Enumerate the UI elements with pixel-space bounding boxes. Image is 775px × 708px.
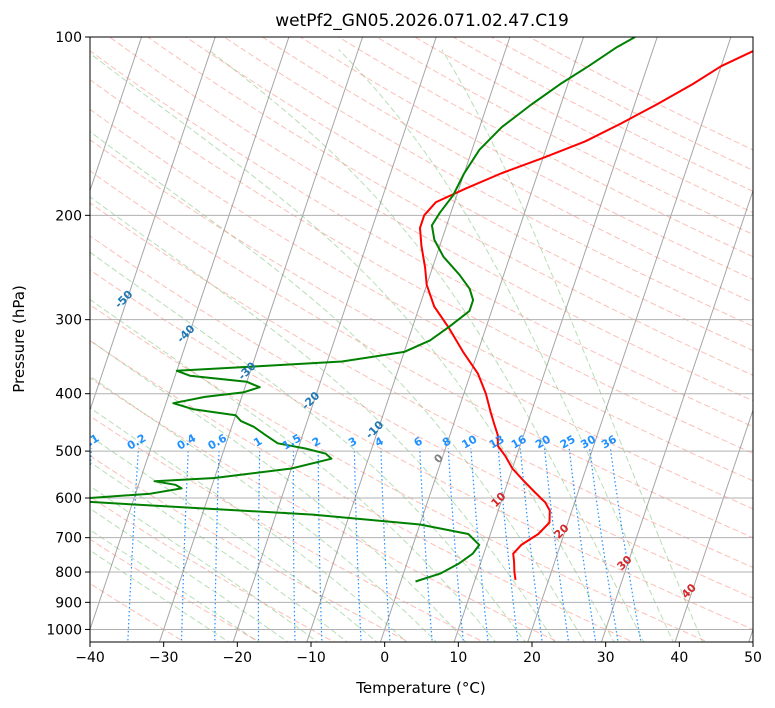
y-tick-label: 400 — [55, 387, 82, 403]
x-tick-label: 20 — [523, 650, 541, 666]
dry-adiabat — [90, 170, 753, 539]
x-tick-label: 30 — [597, 650, 615, 666]
isotherm — [674, 408, 753, 642]
dry-adiabat — [90, 202, 753, 569]
x-tick-label: 0 — [380, 650, 389, 666]
y-axis-label: Pressure (hPa) — [10, 285, 28, 393]
isotherm — [232, 37, 437, 642]
x-tick-label: −40 — [75, 650, 105, 666]
moist-adiabat — [90, 251, 526, 642]
y-tick-label: 700 — [55, 531, 82, 547]
isotherm — [90, 37, 216, 412]
mixing-ratio-line — [519, 448, 543, 642]
dry-adiabat — [146, 37, 753, 376]
dry-adiabat — [299, 37, 753, 280]
dry-adiabat — [223, 37, 753, 327]
x-tick-label: 50 — [744, 650, 762, 666]
moist-adiabat — [90, 485, 319, 642]
dry-adiabat — [90, 269, 753, 630]
y-tick-label: 1000 — [46, 622, 82, 638]
isotherm — [90, 37, 143, 193]
isotherm — [158, 37, 364, 642]
dewpoint-line — [90, 37, 636, 583]
moist-adiabat — [90, 375, 437, 642]
mixing-ratio-line — [543, 448, 570, 642]
y-tick-label: 100 — [55, 30, 82, 46]
mixing-ratio-label: 0.1 — [78, 432, 101, 453]
y-tick-label: 600 — [55, 491, 82, 507]
x-tick-label: 40 — [670, 650, 688, 666]
dry-adiabat — [90, 139, 753, 510]
x-tick-label: 10 — [449, 650, 467, 666]
y-tick-label: 200 — [55, 208, 82, 224]
isotherm — [453, 37, 658, 642]
plot-frame — [89, 36, 754, 643]
mixing-ratio-line — [568, 448, 597, 642]
x-tick-label: −20 — [223, 650, 253, 666]
x-axis-label: Temperature (°C) — [355, 679, 485, 697]
chart-title: wetPf2_GN05.2026.071.02.47.C19 — [275, 11, 569, 31]
dry-adiabat — [90, 79, 753, 455]
x-tick-label: −10 — [296, 650, 326, 666]
temperature-line — [419, 50, 753, 581]
isotherm — [527, 37, 732, 642]
y-tick-label: 900 — [55, 595, 82, 611]
isotherm — [90, 37, 290, 632]
dry-adiabat — [90, 377, 560, 642]
isotherm — [379, 37, 585, 642]
y-tick-label: 800 — [55, 565, 82, 581]
dry-adiabat — [90, 235, 753, 599]
y-tick-label: 300 — [55, 313, 82, 329]
mixing-ratio-line — [497, 448, 519, 642]
x-tick-label: −30 — [149, 650, 179, 666]
y-tick-label: 500 — [55, 444, 82, 460]
isotherm — [306, 37, 511, 642]
isotherm — [600, 189, 753, 642]
mixing-ratio-line — [589, 448, 619, 642]
